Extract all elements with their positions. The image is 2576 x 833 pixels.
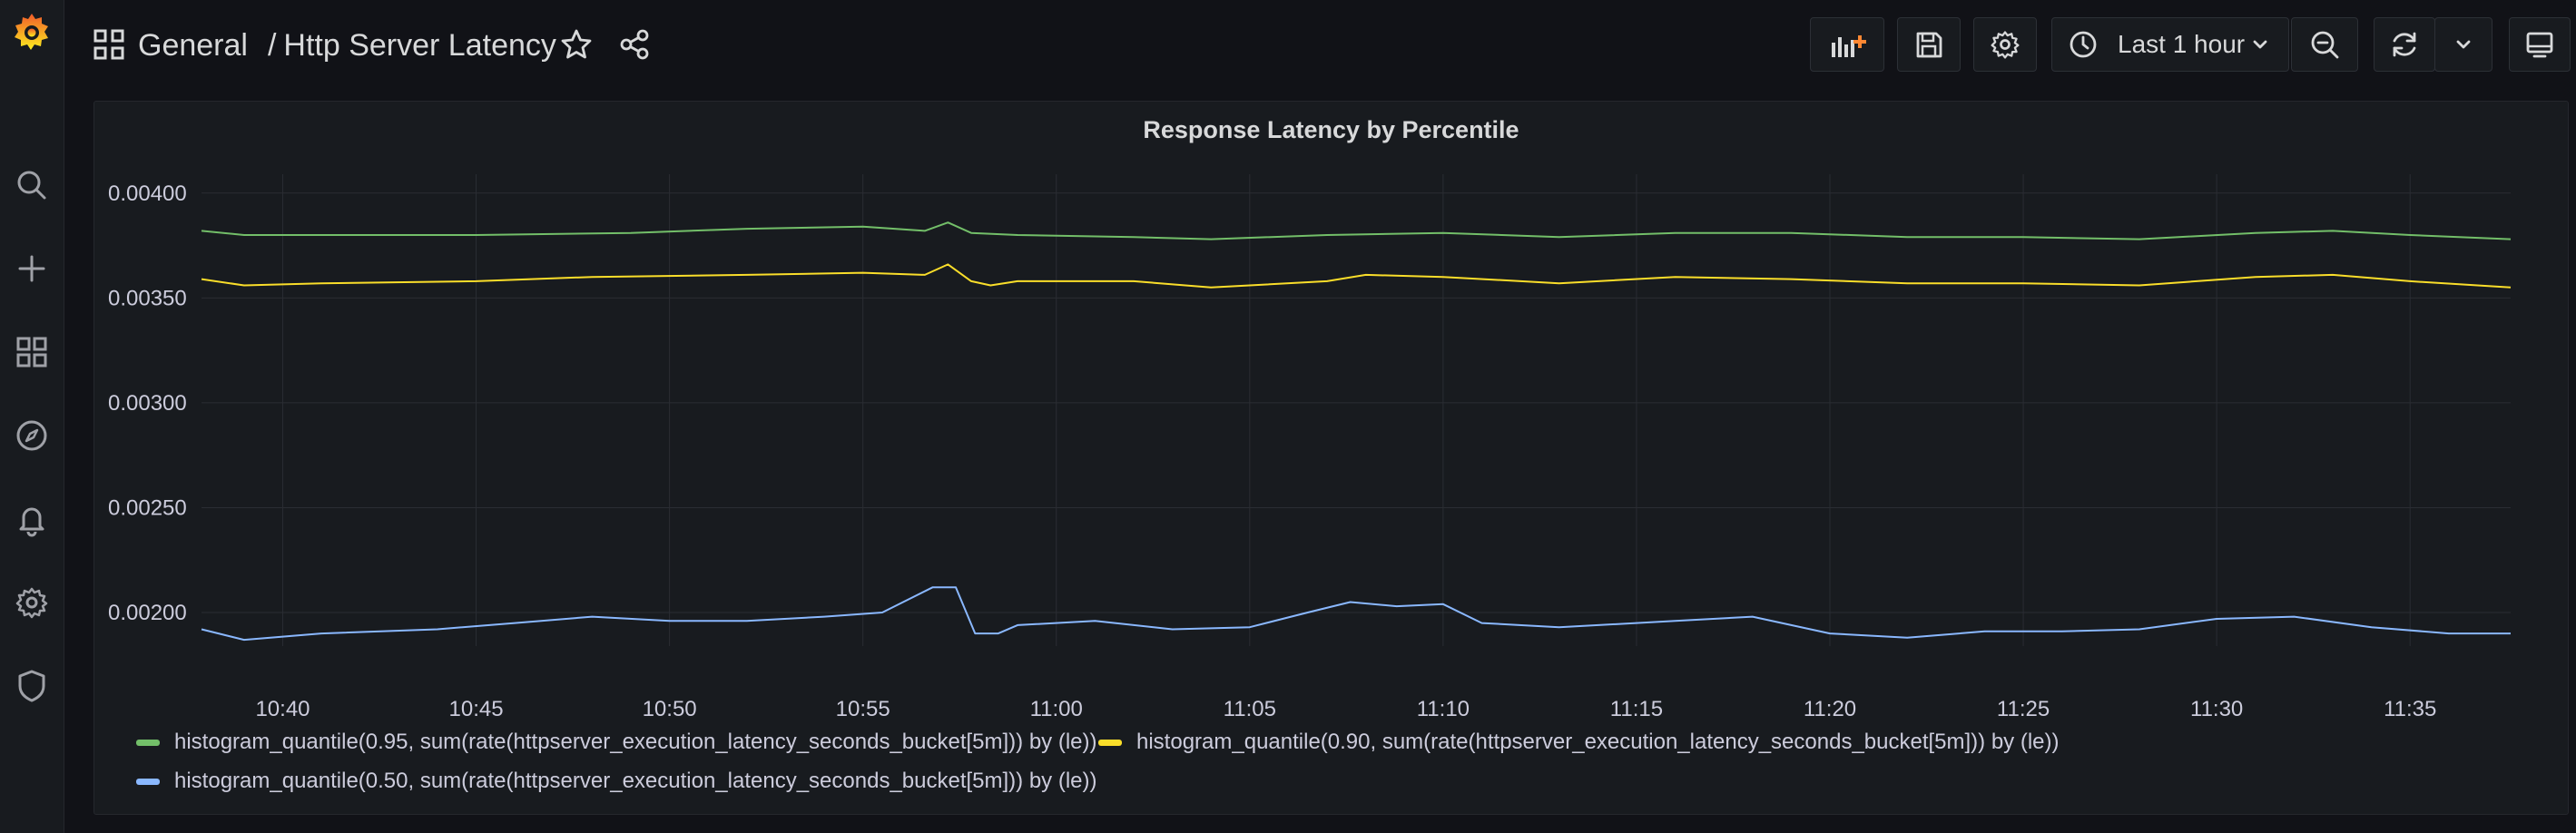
- tv-mode-button[interactable]: [2509, 17, 2571, 72]
- apps-grid-icon[interactable]: [93, 28, 125, 61]
- y-tick-label: 0.00300: [108, 391, 187, 416]
- star-icon[interactable]: [559, 27, 594, 62]
- alerting-bell-icon[interactable]: [0, 486, 64, 552]
- dashboards-icon-graphic: [16, 337, 47, 368]
- refresh-icon: [2393, 32, 2416, 57]
- breadcrumb-separator: /: [267, 27, 277, 63]
- shield-icon-graphic: [18, 670, 45, 702]
- x-tick-label: 11:20: [1804, 697, 1856, 721]
- x-tick-label: 11:10: [1417, 697, 1470, 721]
- time-range-picker[interactable]: Last 1 hour: [2051, 17, 2289, 72]
- save-icon: [1916, 32, 1942, 58]
- clock-icon: [2070, 31, 2097, 58]
- legend-swatch-p95: [136, 739, 160, 746]
- dashboards-icon[interactable]: [0, 319, 64, 385]
- dashboard-title[interactable]: Http Server Latency: [283, 27, 556, 63]
- y-tick-label: 0.00400: [108, 181, 187, 206]
- breadcrumb-folder-link[interactable]: General: [138, 27, 248, 63]
- share-icon[interactable]: [617, 27, 652, 62]
- refresh-dashboard-button[interactable]: [2374, 17, 2435, 72]
- gear-icon-graphic: [15, 587, 48, 619]
- breadcrumb: General / Http Server Latency: [138, 25, 556, 65]
- y-tick-label: 0.00350: [108, 286, 187, 310]
- legend-item-p50[interactable]: histogram_quantile(0.50, sum(rate(httpse…: [136, 769, 1097, 794]
- bell-icon-graphic: [19, 507, 44, 537]
- legend-swatch-p50: [136, 778, 160, 785]
- add-panel-icon: [1832, 35, 1866, 57]
- configuration-gear-icon[interactable]: [0, 570, 64, 635]
- series-line-p50[interactable]: [201, 586, 2511, 642]
- tv-mode-icon: [2526, 32, 2553, 58]
- series-line-p95[interactable]: [201, 221, 2512, 240]
- series-line-p90[interactable]: [201, 263, 2512, 289]
- shield-icon[interactable]: [0, 653, 64, 719]
- x-tick-label: 11:00: [1030, 697, 1083, 721]
- dashboard-settings-gear-icon: [1991, 31, 2020, 59]
- explore-icon-graphic: [16, 420, 47, 451]
- zoom-out-button[interactable]: [2291, 17, 2358, 72]
- grafana-logo-graphic: [15, 14, 48, 50]
- dashboard-settings-button[interactable]: [1973, 17, 2037, 72]
- time-range-label: Last 1 hour: [2118, 30, 2246, 58]
- sidebar: [0, 0, 64, 833]
- save-dashboard-button[interactable]: [1897, 17, 1961, 72]
- legend-label-p95: histogram_quantile(0.95, sum(rate(httpse…: [174, 730, 1097, 754]
- x-tick-label: 10:50: [643, 697, 697, 721]
- search-icon[interactable]: [0, 152, 64, 218]
- dashboard-navbar: General / Http Server Latency Last 1 hou…: [64, 0, 2576, 91]
- x-tick-label: 11:35: [2384, 697, 2436, 721]
- chevron-down-icon: [2253, 40, 2267, 49]
- x-tick-label: 11:25: [1997, 697, 2050, 721]
- y-tick-label: 0.00200: [108, 601, 187, 625]
- chevron-down-icon: [2456, 40, 2471, 49]
- x-tick-label: 10:40: [255, 697, 310, 721]
- x-tick-label: 11:05: [1224, 697, 1276, 721]
- legend-label-p50: histogram_quantile(0.50, sum(rate(httpse…: [174, 769, 1097, 793]
- legend-label-p90: histogram_quantile(0.90, sum(rate(httpse…: [1136, 730, 2060, 754]
- add-panel-button[interactable]: [1810, 17, 1884, 72]
- y-tick-label: 0.00250: [108, 495, 187, 520]
- x-tick-label: 11:30: [2190, 697, 2243, 721]
- plus-icon-graphic: [18, 255, 45, 282]
- legend-item-p90[interactable]: histogram_quantile(0.90, sum(rate(httpse…: [1098, 730, 2060, 755]
- grafana-logo-icon[interactable]: [0, 0, 64, 65]
- x-tick-label: 10:55: [836, 697, 890, 721]
- legend-swatch-p90: [1098, 739, 1122, 746]
- zoom-out-icon: [2311, 31, 2339, 59]
- plus-icon[interactable]: [0, 236, 64, 301]
- x-tick-label: 11:15: [1610, 697, 1663, 721]
- legend-item-p95[interactable]: histogram_quantile(0.95, sum(rate(httpse…: [136, 730, 1097, 755]
- latency-line-chart[interactable]: 0.00400 0.00350 0.00300 0.00250 0.00200 10:40…: [94, 102, 2568, 728]
- search-icon-graphic: [17, 171, 46, 200]
- refresh-interval-dropdown[interactable]: [2434, 17, 2492, 72]
- explore-compass-icon[interactable]: [0, 403, 64, 468]
- panel-title[interactable]: Response Latency by Percentile: [1143, 116, 1519, 143]
- graph-panel[interactable]: Response Latency by Percentile 0.00400 0.…: [93, 101, 2569, 815]
- x-tick-label: 10:45: [449, 697, 504, 721]
